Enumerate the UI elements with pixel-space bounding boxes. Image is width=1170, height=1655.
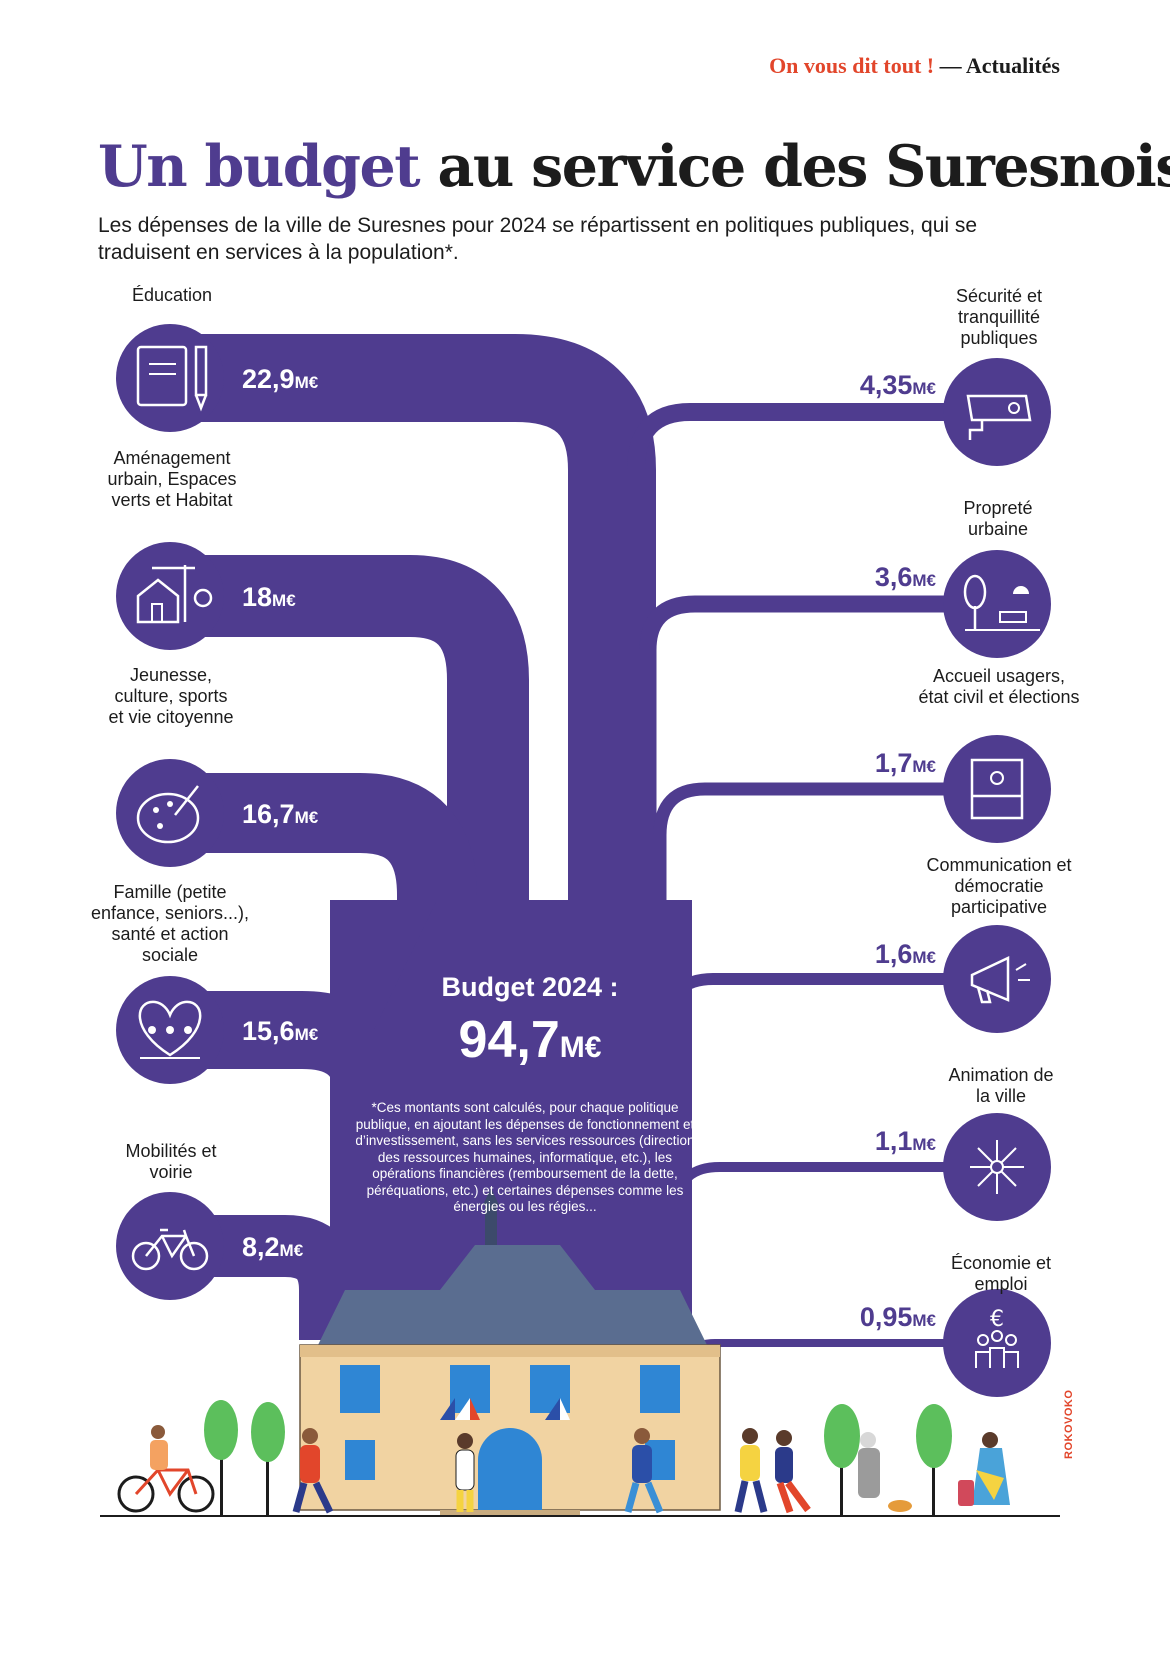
left-amount-mobilites: 8,2M€ (242, 1232, 303, 1266)
palette-icon (116, 759, 224, 867)
amount-unit: M€ (272, 591, 296, 610)
camera-icon (943, 358, 1051, 466)
bicycle-icon (116, 1192, 224, 1300)
branch-proprete (639, 595, 997, 1240)
trees-illustration (204, 1400, 952, 1516)
family-heart-icon (116, 976, 224, 1084)
left-label-mobilites: Mobilités et voirie (125, 1141, 217, 1182)
amount-value: 4,35 (859, 370, 913, 400)
amount-value: 1,6 (874, 939, 913, 969)
footnote: *Ces montants sont calculés, pour chaque… (355, 1100, 695, 1214)
right-amount-communication: 1,6M€ (820, 939, 936, 973)
right-label-communication: Communication et démocratie participativ… (926, 855, 1072, 917)
right-amount-animation: 1,1M€ (820, 1126, 936, 1160)
kicker-accent: On vous dit tout ! (769, 53, 935, 78)
amount-value: 1,1 (874, 1126, 913, 1156)
branch-accueil (653, 782, 997, 1240)
right-label-animation: Animation de la ville (948, 1065, 1054, 1106)
right-label-proprete: Propreté urbaine (963, 498, 1033, 539)
branch-communication (662, 973, 997, 1260)
house-crane-icon (116, 542, 224, 650)
euro-people-icon: € (943, 1289, 1051, 1397)
branch-mobilites (170, 1215, 361, 1340)
amount-value: 8,2 (242, 1232, 280, 1262)
tree-bench-icon (943, 550, 1051, 658)
people-illustration (117, 1425, 1010, 1514)
title-accent: Un budget (98, 133, 421, 200)
svg-text:€: € (990, 1307, 1004, 1332)
amount-unit: M€ (294, 373, 319, 392)
right-amount-proprete: 3,6M€ (820, 562, 936, 596)
reception-desk-icon (943, 735, 1051, 843)
amount-unit: M€ (912, 571, 936, 590)
budget-title: Budget 2024 : (441, 972, 619, 1002)
amount-unit: M€ (912, 379, 936, 398)
branch-jeunesse (170, 773, 477, 1240)
amount-value: 16,7 (242, 799, 295, 829)
right-amount-accueil: 1,7M€ (820, 748, 936, 782)
amount-value: 15,6 (242, 1016, 295, 1046)
left-amount-jeunesse: 16,7M€ (242, 799, 318, 833)
intro-text: Les dépenses de la ville de Suresnes pou… (98, 214, 978, 264)
amount-unit: M€ (294, 808, 319, 827)
left-amount-amenagement: 18M€ (242, 582, 296, 616)
branch-securite (627, 403, 997, 1240)
left-amount-education: 22,9M€ (242, 364, 318, 398)
title-rest: au service des Suresnois (419, 133, 1170, 200)
amount-unit: M€ (912, 1311, 936, 1330)
left-label-education: Éducation (131, 285, 213, 305)
right-amount-economie: 0,95M€ (820, 1302, 936, 1336)
right-label-securite: Sécurité et tranquillité publiques (955, 286, 1043, 348)
book-pencil-icon (116, 324, 224, 432)
branch-education (170, 334, 656, 1240)
amount-value: 22,9 (242, 364, 295, 394)
right-label-accueil: Accueil usagers, état civil et élections (918, 666, 1080, 707)
section-kicker: On vous dit tout ! — Actualités (769, 53, 1060, 79)
amount-value: 0,95 (859, 1302, 913, 1332)
left-amount-famille: 15,6M€ (242, 1016, 318, 1050)
budget-unit: M€ (559, 1031, 602, 1064)
right-label-economie: Économie et emploi (950, 1253, 1052, 1294)
amount-unit: M€ (279, 1241, 304, 1260)
page-title: Un budget au service des Suresnois (98, 138, 1170, 195)
kicker-rest: — Actualités (934, 53, 1060, 78)
branch-amenagement (170, 555, 529, 1240)
amount-value: 18 (242, 582, 273, 612)
budget-value: 94,7 (458, 1011, 560, 1069)
amount-unit: M€ (912, 1135, 936, 1154)
megaphone-icon (943, 925, 1051, 1033)
amount-unit: M€ (912, 757, 936, 776)
amount-value: 3,6 (874, 562, 913, 592)
amount-unit: M€ (294, 1025, 319, 1044)
amount-unit: M€ (912, 948, 936, 967)
left-label-amenagement: Aménagement urbain, Espaces verts et Hab… (107, 448, 237, 510)
amount-value: 1,7 (874, 748, 913, 778)
left-label-jeunesse: Jeunesse, culture, sports et vie citoyen… (108, 665, 234, 727)
fireworks-icon (943, 1113, 1051, 1221)
budget-total: 94,7M€ (400, 1010, 660, 1070)
right-amount-securite: 4,35M€ (820, 370, 936, 404)
illustrator-credit: ROKOVOKO (1063, 1389, 1075, 1459)
left-label-famille: Famille (petite enfance, seniors...), sa… (90, 882, 250, 965)
